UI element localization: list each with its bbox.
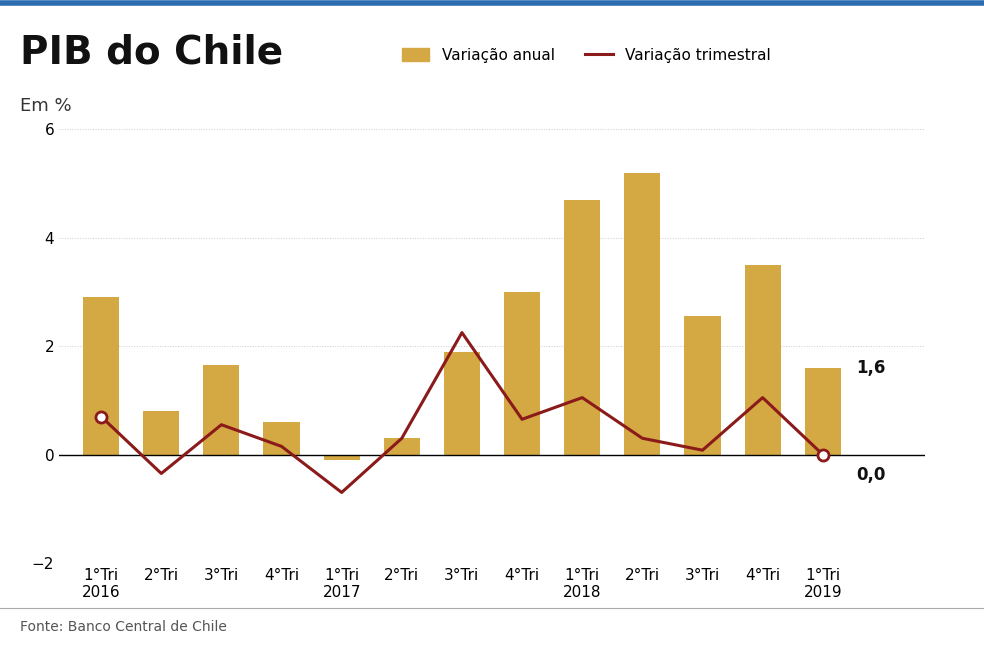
Legend: Variação anual, Variação trimestral: Variação anual, Variação trimestral — [396, 41, 776, 69]
Bar — [83, 298, 119, 454]
Text: PIB do Chile: PIB do Chile — [20, 34, 282, 72]
Bar — [685, 316, 720, 454]
Text: 1,6: 1,6 — [856, 359, 886, 377]
Bar — [384, 438, 420, 454]
Text: Em %: Em % — [20, 96, 71, 115]
Text: Fonte: Banco Central de Chile: Fonte: Banco Central de Chile — [20, 620, 226, 634]
Bar — [204, 365, 239, 454]
Text: 0,0: 0,0 — [856, 466, 886, 485]
Bar — [504, 292, 540, 454]
Bar — [144, 411, 179, 454]
Bar — [745, 265, 780, 454]
Bar — [624, 173, 660, 454]
Bar — [264, 422, 299, 454]
Bar — [444, 351, 480, 454]
Bar — [564, 200, 600, 454]
Bar — [324, 454, 360, 460]
Bar — [805, 367, 840, 454]
